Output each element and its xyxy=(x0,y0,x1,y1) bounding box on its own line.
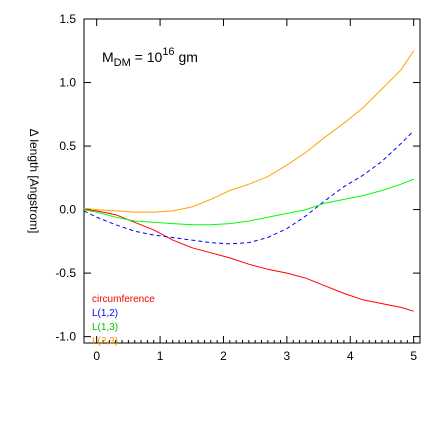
x-tick-label: 5 xyxy=(410,349,417,363)
axis-tick-labels: 0 1 2 3 4 5 -1.0 -0.5 0.0 0.5 1.0 1.5 xyxy=(55,12,417,363)
mass-annotation-superscript: 16 xyxy=(162,46,174,58)
mass-annotation: MDM = 1016 gm xyxy=(102,46,198,69)
y-tick-label: 0.0 xyxy=(59,203,76,217)
legend-label-l13: L(1,3) xyxy=(92,322,118,333)
legend: circumference L(1,2) L(1,3) L(2,3) xyxy=(92,294,155,347)
y-tick-label: 0.5 xyxy=(59,139,76,153)
y-tick-label: 1.5 xyxy=(59,12,76,26)
x-tick-label: 4 xyxy=(347,349,354,363)
plot-frame xyxy=(83,18,421,344)
series-line-1 xyxy=(83,130,415,245)
mass-annotation-suffix: gm xyxy=(175,49,198,65)
y-tick-label: 1.0 xyxy=(59,76,76,90)
legend-label-l23: L(2,3) xyxy=(92,336,118,347)
x-tick-label: 1 xyxy=(157,349,164,363)
axis-ticks xyxy=(84,18,420,343)
series-line-2 xyxy=(83,178,414,226)
x-tick-label: 3 xyxy=(284,349,291,363)
series-line-3 xyxy=(83,50,415,213)
x-tick-label: 0 xyxy=(93,349,100,363)
y-axis-label: Δ length [Angstrom] xyxy=(27,129,41,234)
mass-annotation-subscript: DM xyxy=(114,57,131,69)
y-tick-label: -0.5 xyxy=(55,266,76,280)
x-tick-label: 2 xyxy=(220,349,227,363)
series-lines xyxy=(83,50,415,312)
legend-label-l12: L(1,2) xyxy=(92,308,118,319)
mass-annotation-middle: = 10 xyxy=(131,49,163,65)
mass-annotation-prefix: M xyxy=(102,49,114,65)
legend-label-circumference: circumference xyxy=(92,294,155,305)
series-line-0 xyxy=(83,209,414,312)
y-tick-label: -1.0 xyxy=(55,330,76,344)
